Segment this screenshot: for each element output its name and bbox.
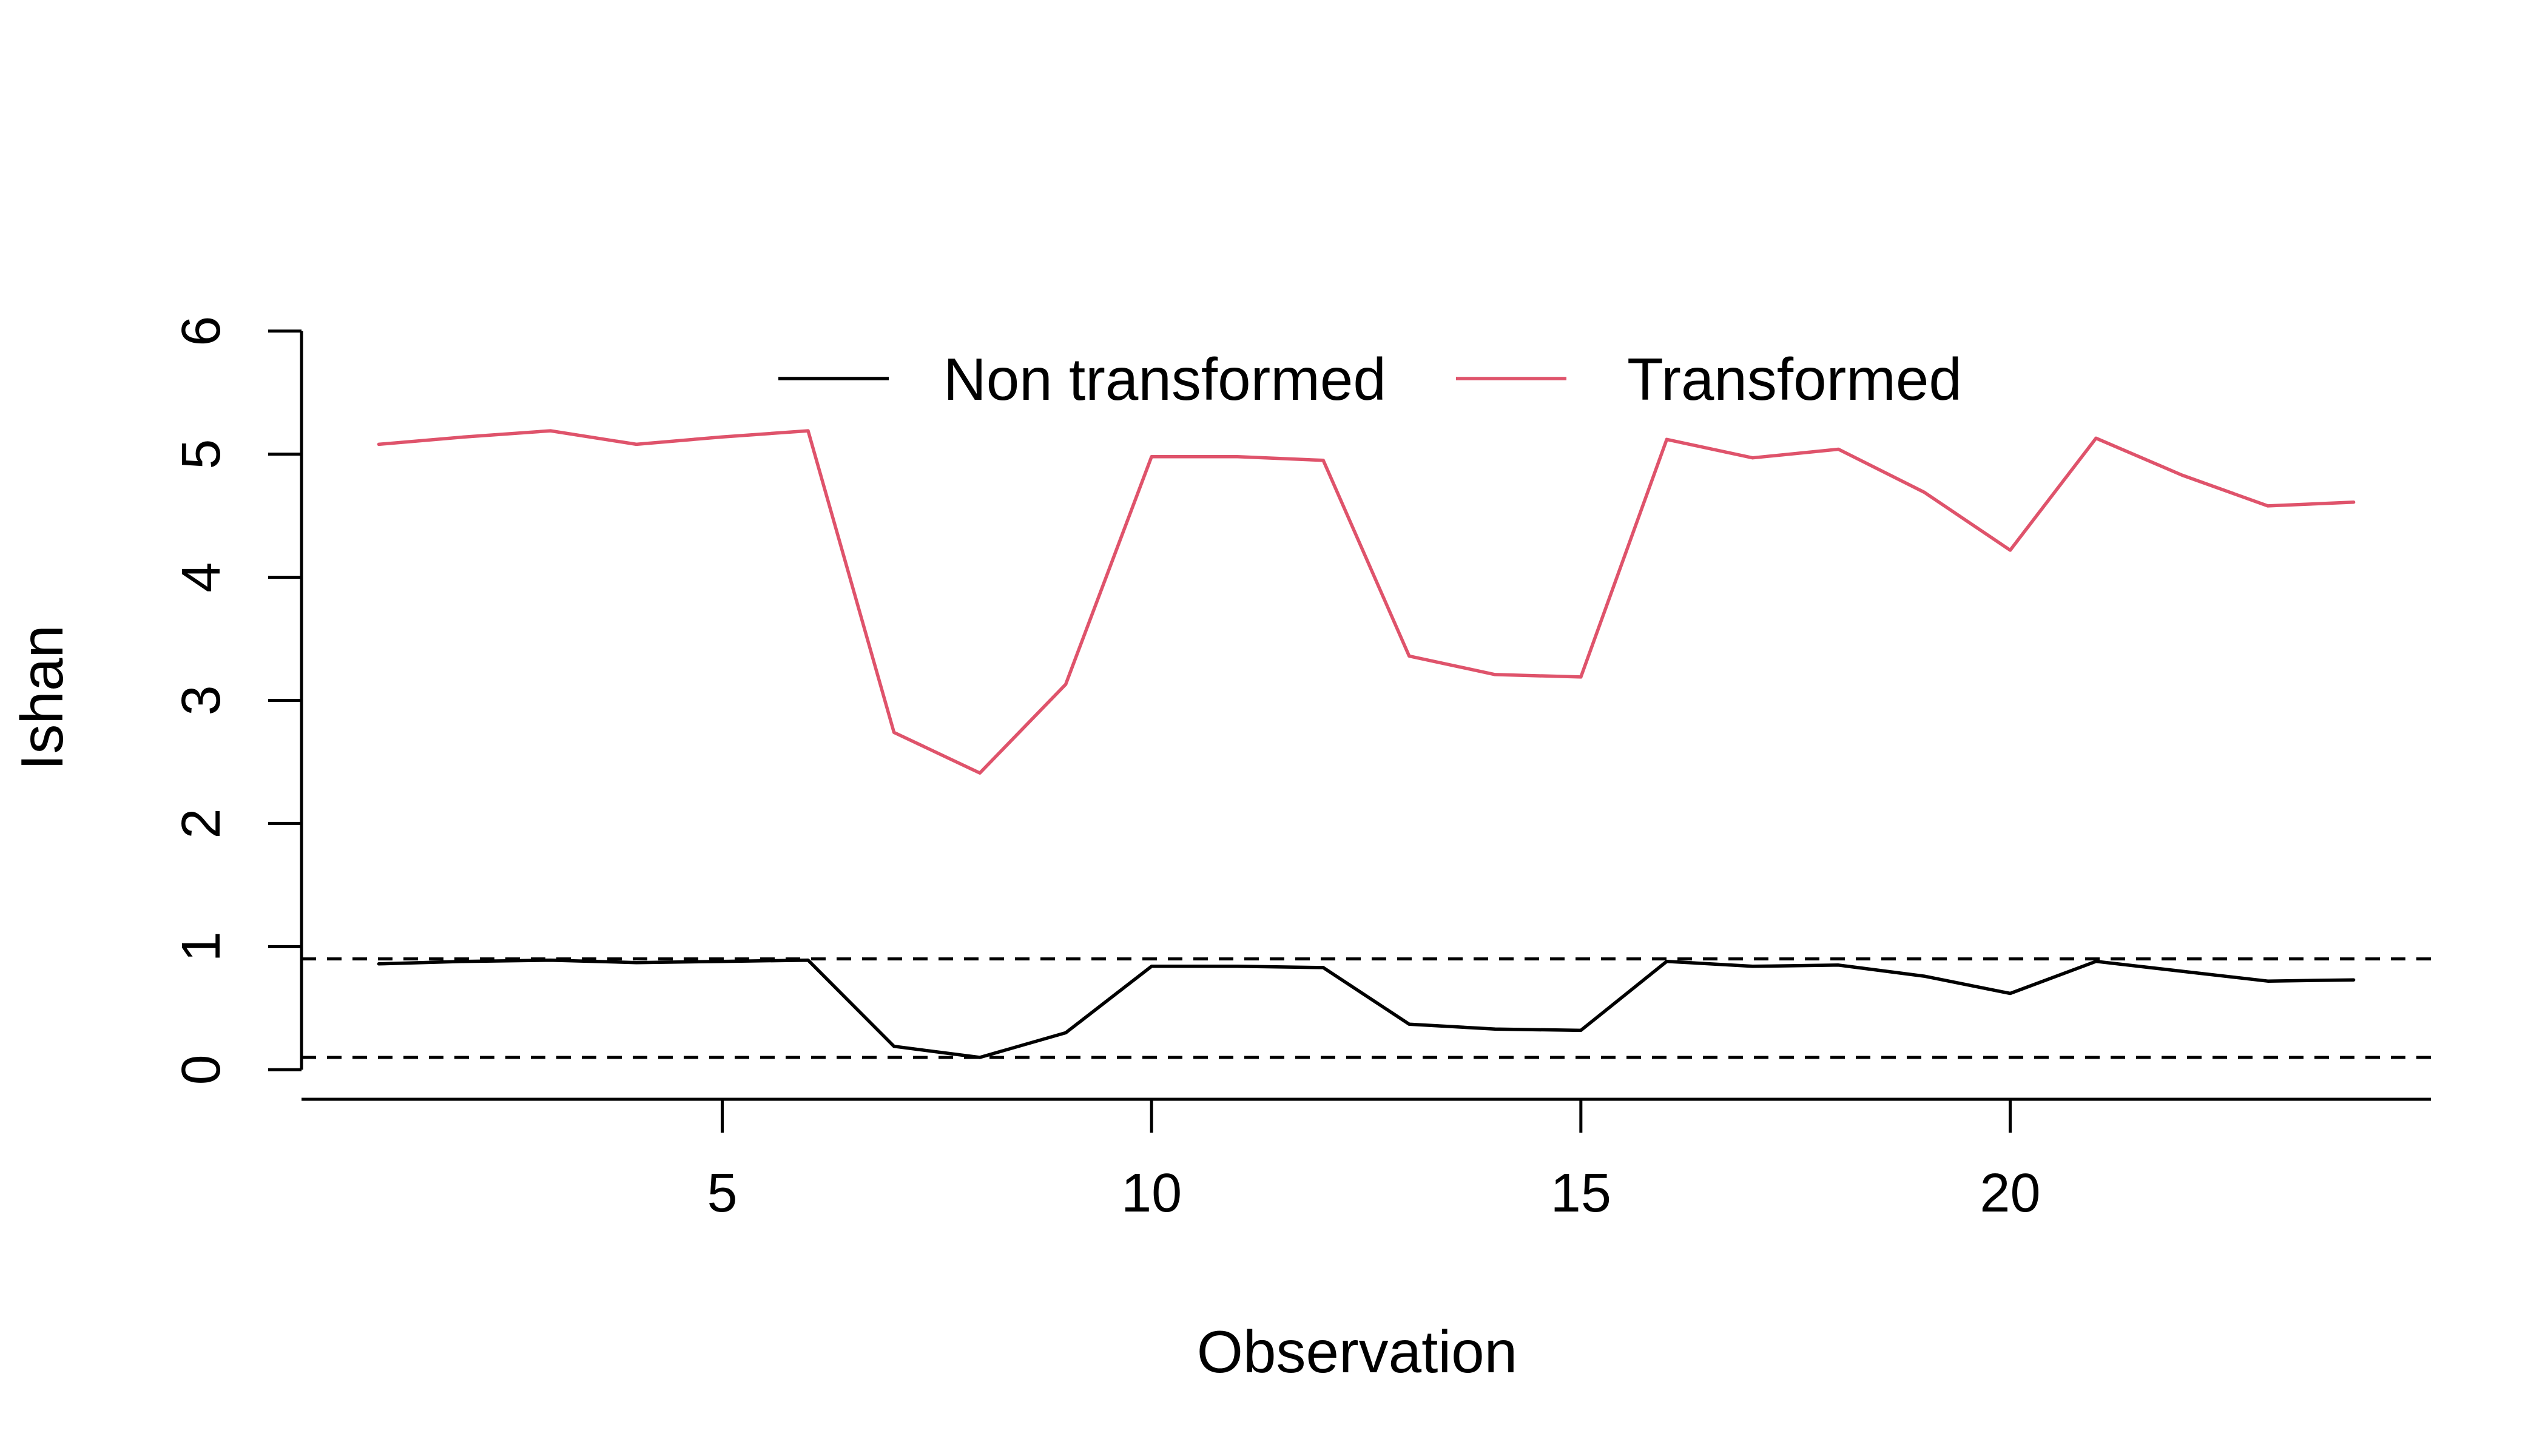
y-tick-label: 2 xyxy=(171,808,232,838)
y-tick-label: 5 xyxy=(171,439,232,470)
y-tick-label: 1 xyxy=(171,931,232,962)
axes: 5 10 15 20 0 1 2 3 4 5 6 xyxy=(171,316,2431,1224)
x-axis-ticks: 5 10 15 20 xyxy=(707,1099,2041,1224)
y-axis-ticks: 0 1 2 3 4 5 6 xyxy=(171,316,302,1085)
y-tick-label: 4 xyxy=(171,562,232,593)
legend: Non transformed Transformed xyxy=(778,346,1962,413)
x-tick-label: 15 xyxy=(1551,1163,1611,1224)
x-tick-label: 10 xyxy=(1121,1163,1182,1224)
series-layer xyxy=(377,429,2356,1059)
series-line-transformed xyxy=(377,429,2356,775)
y-tick-label: 0 xyxy=(171,1054,232,1085)
x-tick-label: 5 xyxy=(707,1163,737,1224)
x-axis-title: Observation xyxy=(1197,1318,1517,1385)
y-tick-label: 3 xyxy=(171,685,232,715)
series-line-non-transformed xyxy=(377,958,2356,1059)
y-axis-title: Ishan xyxy=(8,625,75,770)
x-tick-label: 20 xyxy=(1980,1163,2040,1224)
y-tick-label: 6 xyxy=(171,316,232,346)
legend-label-transformed: Transformed xyxy=(1627,346,1962,413)
legend-label-non-transformed: Non transformed xyxy=(943,346,1386,413)
